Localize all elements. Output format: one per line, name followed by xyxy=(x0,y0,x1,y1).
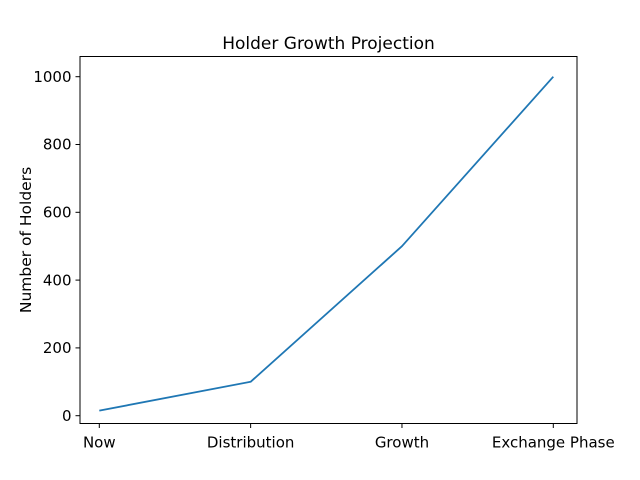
y-tick-label: 600 xyxy=(43,204,72,222)
y-tick-label: 800 xyxy=(43,136,72,154)
axes-border xyxy=(79,56,578,424)
x-tick-label: Distribution xyxy=(207,434,295,452)
y-tick-label: 0 xyxy=(62,407,72,425)
x-tick-label: Now xyxy=(83,434,116,452)
y-tick-label: 400 xyxy=(43,271,72,289)
x-tick-label: Exchange Phase xyxy=(492,434,615,452)
y-tick-label: 1000 xyxy=(33,68,71,86)
series-line-holders xyxy=(99,76,554,412)
ticks-layer: 0 200 400 600 800 1000 Now Distribution Growth Ex… xyxy=(33,68,614,452)
chart-title: Holder Growth Projection xyxy=(222,34,435,54)
y-axis-label: Number of Holders xyxy=(17,167,35,313)
x-tick-label: Growth xyxy=(375,434,429,452)
y-tick-label: 200 xyxy=(43,339,72,357)
series-layer xyxy=(99,76,554,412)
